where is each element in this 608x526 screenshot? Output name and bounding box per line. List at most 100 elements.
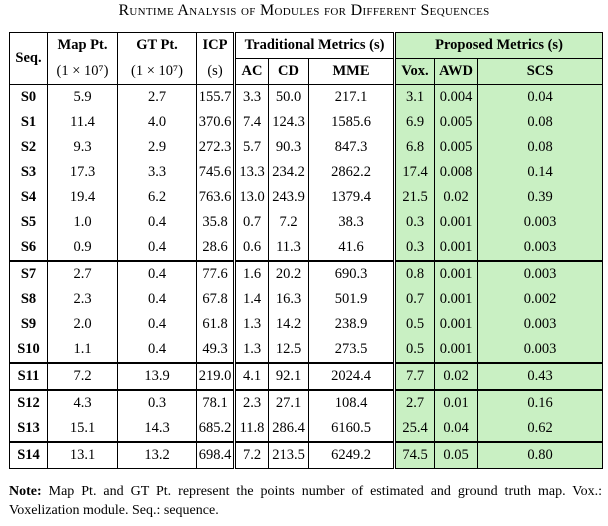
cell-awd: 0.004 — [434, 84, 478, 110]
cell-ac: 4.1 — [233, 362, 269, 390]
header-awd: AWD — [434, 58, 478, 85]
table-row: S3 17.3 3.3 745.6 13.3 234.2 2862.2 17.4 0.008 0.… — [10, 160, 603, 185]
cell-mme: 501.9 — [308, 287, 395, 312]
table-row: S1 11.4 4.0 370.6 7.4 124.3 1585.6 6.9 0.005 0.08 — [10, 110, 603, 135]
cell-icp: 272.3 — [196, 135, 235, 160]
cell-ac: 1.4 — [233, 287, 269, 312]
cell-gt-pt: 0.4 — [117, 235, 197, 261]
cell-mme: 273.5 — [308, 337, 395, 363]
cell-map-pt: 4.3 — [47, 389, 118, 416]
cell-cd: 243.9 — [268, 185, 309, 210]
cell-scs: 0.003 — [476, 210, 603, 235]
table-body: S0 5.9 2.7 155.7 3.3 50.0 217.1 3.1 0.004 0.04 S1 1… — [9, 84, 603, 469]
cell-mme: 1585.6 — [308, 110, 395, 135]
cell-ac: 7.4 — [233, 110, 269, 135]
cell-cd: 234.2 — [268, 160, 309, 185]
cell-mme: 217.1 — [308, 84, 395, 110]
cell-mme: 1379.4 — [308, 185, 395, 210]
cell-ac: 13.3 — [233, 160, 269, 185]
cell-awd: 0.001 — [434, 260, 478, 287]
cell-vox: 21.5 — [393, 185, 435, 210]
cell-mme: 6249.2 — [308, 441, 395, 469]
cell-seq: S5 — [20, 214, 37, 230]
cell-vox: 17.4 — [393, 160, 435, 185]
header-gt-pt: GT Pt. — [117, 32, 197, 59]
cell-seq: S13 — [17, 420, 40, 436]
cell-cd: 27.1 — [268, 389, 309, 416]
cell-scs: 0.43 — [476, 362, 603, 390]
header-cd: CD — [268, 58, 309, 85]
cell-scs: 0.002 — [476, 287, 603, 312]
cell-ac: 5.7 — [233, 135, 269, 160]
cell-vox: 0.7 — [393, 287, 435, 312]
cell-awd: 0.001 — [434, 235, 478, 261]
cell-map-pt: 15.1 — [47, 416, 118, 442]
cell-seq: S12 — [9, 389, 48, 416]
note-text: Map Pt. and GT Pt. represent the points … — [9, 484, 602, 518]
header-traditional-metrics: Traditional Metrics (s) — [233, 32, 395, 59]
cell-gt-pt: 2.9 — [117, 135, 197, 160]
cell-mme: 847.3 — [308, 135, 395, 160]
cell-map-pt: 1.1 — [47, 337, 118, 363]
cell-cd: 11.3 — [268, 235, 309, 261]
cell-map-pt: 2.3 — [47, 287, 118, 312]
cell-icp: 67.8 — [196, 287, 235, 312]
cell-map-pt: 5.9 — [47, 84, 118, 110]
cell-vox: 25.4 — [393, 416, 435, 442]
cell-gt-pt: 0.4 — [117, 210, 197, 235]
cell-icp: 685.2 — [196, 416, 235, 442]
cell-ac: 2.3 — [233, 389, 269, 416]
cell-ac: 11.8 — [233, 416, 269, 442]
cell-mme: 2024.4 — [308, 362, 395, 390]
cell-scs: 0.04 — [476, 84, 603, 110]
header-vox: Vox. — [393, 58, 435, 85]
cell-seq: S6 — [20, 239, 37, 255]
cell-ac: 1.3 — [233, 312, 269, 337]
cell-awd: 0.05 — [434, 441, 478, 469]
cell-seq: S7 — [9, 260, 48, 287]
cell-ac: 0.6 — [233, 235, 269, 261]
header-scs: SCS — [476, 58, 603, 85]
header-gt-pt-unit: (1 × 10⁷) — [117, 58, 197, 85]
table-row: S13 15.1 14.3 685.2 11.8 286.4 6160.5 25.4 0.04 0… — [10, 416, 603, 442]
table-row: S6 0.9 0.4 28.6 0.6 11.3 41.6 0.3 0.001 0.003 — [10, 235, 603, 261]
cell-awd: 0.008 — [434, 160, 478, 185]
table-row: S8 2.3 0.4 67.8 1.4 16.3 501.9 0.7 0.001 0.002 — [10, 287, 603, 312]
cell-scs: 0.08 — [476, 110, 603, 135]
cell-vox: 6.8 — [393, 135, 435, 160]
cell-cd: 124.3 — [268, 110, 309, 135]
cell-icp: 745.6 — [196, 160, 235, 185]
cell-vox: 74.5 — [393, 441, 435, 469]
cell-scs: 0.14 — [476, 160, 603, 185]
cell-seq: S8 — [20, 291, 37, 307]
cell-gt-pt: 0.4 — [117, 312, 197, 337]
cell-seq: S3 — [20, 164, 37, 180]
table-row: S0 5.9 2.7 155.7 3.3 50.0 217.1 3.1 0.004 0.04 — [10, 84, 603, 110]
cell-awd: 0.001 — [434, 210, 478, 235]
cell-gt-pt: 2.7 — [117, 84, 197, 110]
header-icp-unit: (s) — [196, 58, 235, 85]
cell-cd: 14.2 — [268, 312, 309, 337]
cell-scs: 0.003 — [476, 235, 603, 261]
cell-icp: 698.4 — [196, 441, 235, 469]
cell-vox: 0.3 — [393, 235, 435, 261]
cell-seq: S10 — [17, 341, 40, 357]
cell-seq: S11 — [9, 362, 48, 390]
cell-map-pt: 0.9 — [47, 235, 118, 261]
cell-scs: 0.003 — [476, 312, 603, 337]
cell-awd: 0.001 — [434, 287, 478, 312]
header-map-pt: Map Pt. — [47, 32, 118, 59]
header-proposed-metrics: Proposed Metrics (s) — [392, 32, 603, 59]
cell-scs: 0.16 — [476, 389, 603, 416]
header-map-pt-unit: (1 × 10⁷) — [47, 58, 118, 85]
cell-cd: 213.5 — [268, 441, 309, 469]
cell-awd: 0.001 — [434, 337, 478, 363]
cell-icp: 155.7 — [196, 84, 235, 110]
cell-gt-pt: 14.3 — [117, 416, 197, 442]
cell-scs: 0.08 — [476, 135, 603, 160]
cell-seq: S14 — [9, 441, 48, 469]
cell-seq: S2 — [20, 139, 37, 155]
cell-cd: 286.4 — [268, 416, 309, 442]
cell-icp: 77.6 — [196, 260, 235, 287]
cell-icp: 370.6 — [196, 110, 235, 135]
